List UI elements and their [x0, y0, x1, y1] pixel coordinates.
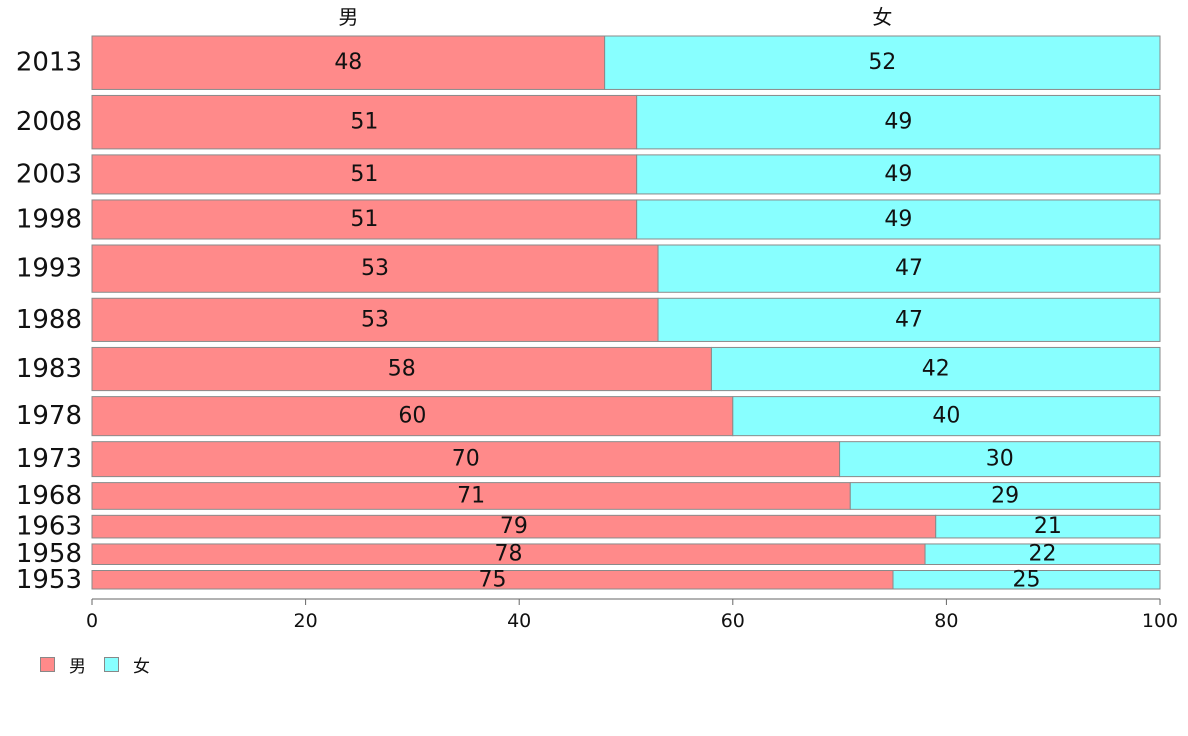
y-tick-label: 1988	[16, 305, 82, 335]
legend-swatch-female	[104, 657, 119, 672]
bar-female-1953	[892, 570, 1161, 590]
bar-value-label: 53	[361, 256, 389, 281]
bar-value-label: 51	[350, 110, 378, 135]
legend: 男 女	[40, 652, 168, 677]
bar-value-label: 49	[884, 110, 912, 135]
y-tick-label: 1978	[16, 401, 82, 431]
legend-label-male: 男	[69, 657, 86, 677]
bar-value-label: 22	[1029, 542, 1057, 567]
bar-value-label: 25	[1013, 567, 1041, 592]
bar-male-2008	[91, 94, 638, 150]
bar-value-label: 49	[884, 207, 912, 232]
legend-swatch-male	[40, 657, 55, 672]
bar-female-1983	[710, 346, 1161, 392]
y-tick-label: 1993	[16, 254, 82, 284]
y-tick-label: 2013	[16, 48, 82, 78]
x-tick-label: 20	[294, 610, 318, 632]
bar-male-2013	[91, 35, 606, 90]
bar-value-label: 40	[932, 404, 960, 429]
bar-male-2003	[91, 154, 638, 195]
bar-value-label: 42	[922, 357, 950, 382]
bar-value-label: 79	[500, 514, 528, 539]
bar-value-label: 30	[986, 447, 1014, 472]
legend-item-female: 女	[104, 652, 150, 677]
y-tick-label: 2003	[16, 159, 82, 189]
bar-female-1968	[849, 482, 1161, 510]
legend-label-female: 女	[133, 657, 150, 677]
bar-value-label: 51	[350, 162, 378, 187]
bars-group: 48 52 2013 51 49 2008 51 49 2003 51 49 1998 53 47 1993…	[16, 35, 1161, 595]
column-header-female: 女	[872, 5, 892, 29]
x-tick-label: 60	[721, 610, 745, 632]
bar-value-label: 21	[1034, 514, 1062, 539]
y-tick-label: 1963	[16, 512, 82, 542]
bar-female-1988	[657, 297, 1161, 342]
bar-value-label: 70	[452, 447, 480, 472]
bar-female-1993	[657, 244, 1161, 293]
bar-value-label: 71	[457, 483, 485, 508]
bar-value-label: 49	[884, 162, 912, 187]
y-tick-label: 1998	[16, 204, 82, 234]
bar-female-2013	[604, 35, 1161, 90]
column-header-male: 男	[338, 5, 358, 29]
bar-female-1998	[636, 199, 1161, 240]
bar-female-2003	[636, 154, 1161, 195]
x-tick-label: 80	[934, 610, 958, 632]
x-axis: 0 20 40 60 80 100	[86, 598, 1178, 632]
bar-male-1983	[91, 346, 712, 392]
bar-value-label: 78	[495, 542, 523, 567]
y-tick-label: 1968	[16, 481, 82, 511]
y-tick-label: 1958	[16, 539, 82, 569]
bar-value-label: 51	[350, 207, 378, 232]
y-tick-label: 2008	[16, 107, 82, 137]
y-tick-label: 1973	[16, 444, 82, 474]
bar-value-label: 52	[868, 50, 896, 75]
x-tick-label: 0	[86, 610, 98, 632]
y-tick-label: 1983	[16, 354, 82, 384]
bar-value-label: 47	[895, 256, 923, 281]
x-tick-label: 40	[507, 610, 531, 632]
legend-item-male: 男	[40, 652, 86, 677]
bar-value-label: 75	[479, 567, 507, 592]
bar-value-label: 48	[334, 50, 362, 75]
bar-value-label: 60	[398, 404, 426, 429]
bar-value-label: 29	[991, 483, 1019, 508]
x-tick-label: 100	[1142, 610, 1178, 632]
bar-value-label: 53	[361, 307, 389, 332]
bar-value-label: 58	[388, 357, 416, 382]
bar-male-1993	[91, 244, 659, 293]
bar-female-1958	[924, 543, 1161, 566]
bar-female-1978	[732, 396, 1161, 437]
bar-female-1973	[839, 441, 1161, 478]
bar-male-1973	[91, 441, 841, 478]
bar-value-label: 47	[895, 307, 923, 332]
bar-male-1968	[91, 482, 851, 510]
bar-female-2008	[636, 94, 1161, 150]
bar-male-1998	[91, 199, 638, 240]
y-tick-label: 1953	[16, 565, 82, 595]
bar-female-1963	[935, 514, 1161, 539]
